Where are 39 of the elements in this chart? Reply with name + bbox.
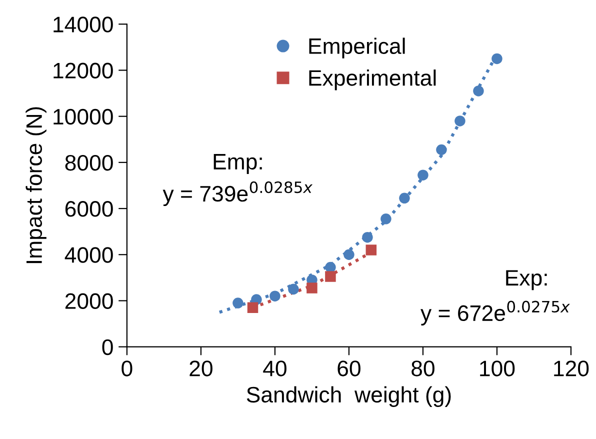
annotation: Exp: (506, 270, 547, 290)
point (399, 192, 410, 204)
x-tick-label: 40 (263, 360, 286, 376)
x-tick-label: 20 (190, 360, 212, 376)
annotation: Emp: (214, 154, 262, 174)
x-tick-label: 120 (554, 360, 589, 376)
point (473, 86, 484, 96)
point (247, 302, 258, 314)
y-tick-label: 4000 (64, 247, 113, 263)
legend-label: Experimental (309, 70, 436, 90)
x-tick-label: 100 (480, 360, 515, 376)
y-axis-title: Impact force (N) (26, 107, 46, 264)
point (325, 271, 336, 282)
point (380, 214, 392, 224)
point (366, 244, 377, 256)
point (288, 284, 299, 295)
point (306, 282, 318, 294)
x-axis-title: Sandwich weight (g) (246, 386, 451, 407)
legend-label: Emperical (309, 38, 405, 58)
y-tick-label: 12000 (54, 62, 113, 79)
point (270, 290, 280, 302)
x-tick-label: 0 (122, 360, 132, 376)
point (344, 249, 354, 260)
x-tick-label: 60 (338, 360, 360, 376)
point (362, 232, 373, 243)
point (454, 116, 466, 126)
y-tick-label: 6000 (65, 201, 113, 217)
y-tick-label: 8000 (65, 154, 113, 171)
annotation: y = 739e$^{0.0285x}$ (162, 181, 313, 206)
point (232, 298, 244, 308)
point (436, 144, 447, 156)
y-tick-label: 0 (102, 339, 113, 356)
annotation: y = 672e$^{0.0275x}$ (420, 300, 570, 326)
y-tick-label: 10000 (54, 108, 113, 125)
y-tick-label: 2000 (65, 293, 113, 309)
x-tick-label: 80 (412, 360, 434, 376)
point (418, 170, 428, 180)
y-tick-label: 14000 (54, 16, 113, 32)
point (492, 53, 502, 64)
